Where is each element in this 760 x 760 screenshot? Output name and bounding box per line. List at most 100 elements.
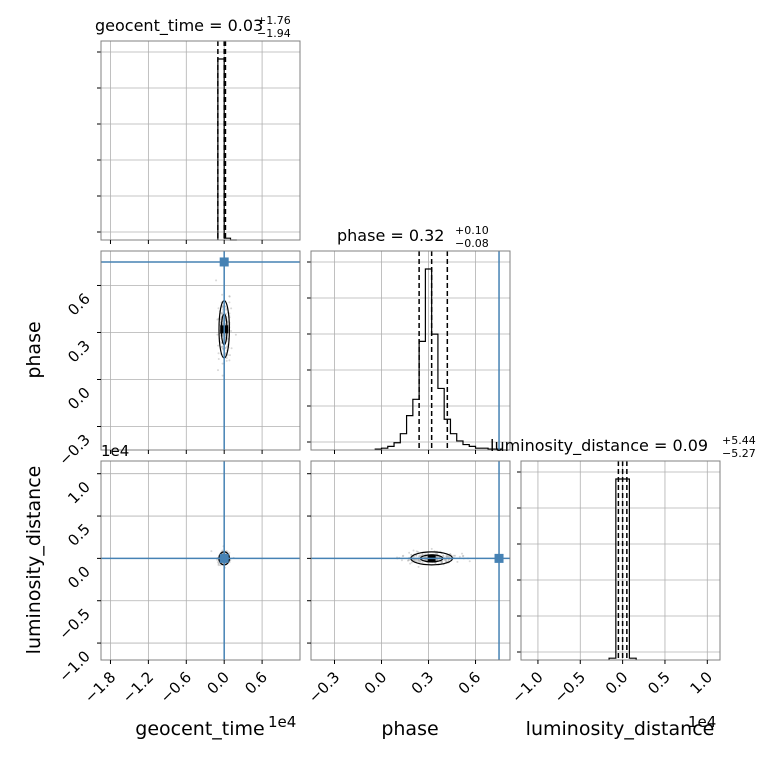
sample-point	[452, 554, 455, 557]
sample-point	[228, 551, 231, 554]
y-tick-label-luminosity_distance: 0.5	[64, 520, 94, 550]
sample-point	[217, 344, 220, 347]
panel-phase-vs-geocent_time: −0.3 0.0 0.3 0.6	[55, 250, 301, 469]
sample-point	[424, 558, 427, 561]
sample-point	[443, 558, 446, 561]
sample-point	[440, 561, 443, 564]
x-tick-label-phase: 0.0	[361, 668, 391, 698]
sample-point	[221, 293, 224, 296]
sample-point	[221, 362, 224, 365]
title-luminosity-distance-sup: +5.44	[722, 434, 756, 447]
sample-point	[417, 558, 420, 561]
panel-frame	[310, 250, 511, 451]
sample-point	[426, 559, 429, 562]
y-tick-label-luminosity_distance: 0.0	[64, 562, 94, 592]
sample-point	[216, 318, 219, 321]
x-tick-label-phase: 0.3	[408, 668, 438, 698]
sample-point	[418, 559, 421, 562]
sample-point	[436, 559, 439, 562]
panel-background	[311, 461, 510, 660]
sample-point	[217, 358, 220, 361]
sample-point	[442, 554, 445, 557]
title-phase-sub: −0.08	[455, 237, 489, 250]
sample-point	[418, 554, 421, 557]
sample-point	[434, 561, 437, 564]
sample-point	[421, 554, 424, 557]
sample-point	[221, 312, 224, 315]
sample-point	[221, 374, 224, 377]
panel-frame	[100, 460, 301, 661]
sample-point	[219, 318, 222, 321]
x-tick-label-luminosity_distance: 0.5	[644, 668, 674, 698]
sample-point	[417, 560, 420, 563]
y-tick-label-luminosity_distance: −1.0	[55, 647, 93, 685]
xlabel-geocent-time: geocent_time	[135, 718, 264, 740]
sample-point	[228, 295, 231, 298]
panel-luminosity_distance-vs-phase: −0.3 0.0 0.3 0.6	[305, 460, 511, 707]
title-geocent-time-sub: −1.94	[257, 27, 291, 40]
sample-point	[418, 555, 421, 558]
sample-point	[221, 347, 224, 350]
panel-background	[101, 41, 300, 240]
sample-point	[408, 558, 411, 561]
sample-point	[412, 555, 415, 558]
sample-point	[234, 333, 237, 336]
sample-point	[462, 554, 465, 557]
sample-point	[221, 323, 224, 326]
sample-point	[419, 560, 422, 563]
panel-background	[521, 461, 720, 660]
sample-point	[221, 345, 224, 348]
sample-point	[226, 345, 229, 348]
sample-point	[224, 346, 227, 349]
sample-point	[423, 553, 426, 556]
sample-point	[409, 562, 412, 565]
sample-point	[440, 560, 443, 563]
x-tick-label-phase: 0.6	[455, 668, 485, 698]
xlabel-luminosity-distance: luminosity_distance	[526, 718, 715, 740]
sample-point	[419, 559, 422, 562]
sample-point	[400, 559, 403, 562]
title-geocent-time-main: geocent_time = 0.03	[95, 16, 263, 36]
sample-point	[228, 301, 231, 304]
sample-point	[445, 554, 448, 557]
ylabel-luminosity-distance: luminosity_distance	[23, 466, 45, 655]
panel-phase-vs-phase	[307, 250, 511, 454]
sample-point	[210, 550, 213, 553]
sample-point	[424, 558, 427, 561]
sample-point	[219, 564, 222, 567]
sample-point	[456, 560, 459, 563]
sample-point	[216, 558, 219, 561]
offset-label-geocent-time-x: 1e4	[268, 713, 296, 731]
y-tick-label-luminosity_distance: −0.5	[55, 605, 93, 643]
y-tick-label-phase: 0.3	[64, 337, 94, 367]
sample-point	[448, 556, 451, 559]
sample-point	[435, 552, 438, 555]
sample-point	[440, 561, 443, 564]
panel-geocent_time-vs-geocent_time	[97, 40, 301, 244]
sample-point	[410, 561, 413, 564]
sample-point	[417, 565, 420, 568]
sample-point	[225, 359, 228, 362]
sample-point	[408, 551, 411, 554]
sample-point	[447, 558, 450, 561]
sample-point	[407, 559, 410, 562]
sample-point	[215, 279, 218, 282]
x-tick-label-geocent_time: −0.6	[157, 668, 195, 706]
panel-background	[101, 251, 300, 450]
sample-point	[407, 559, 410, 562]
sample-point	[413, 558, 416, 561]
sample-point	[447, 554, 450, 557]
sample-point	[458, 555, 461, 558]
sample-point	[461, 552, 464, 555]
x-tick-label-luminosity_distance: −1.0	[508, 668, 546, 706]
sample-point	[415, 554, 418, 557]
sample-point	[230, 329, 233, 332]
offset-label-luminosity-distance-y: 1e4	[101, 442, 129, 460]
x-tick-label-geocent_time: −1.8	[81, 668, 119, 706]
sample-point	[441, 560, 444, 563]
sample-point	[216, 561, 219, 564]
sample-point	[445, 555, 448, 558]
panel-frame	[310, 460, 511, 661]
truth-marker	[219, 553, 229, 563]
sample-point	[216, 333, 219, 336]
